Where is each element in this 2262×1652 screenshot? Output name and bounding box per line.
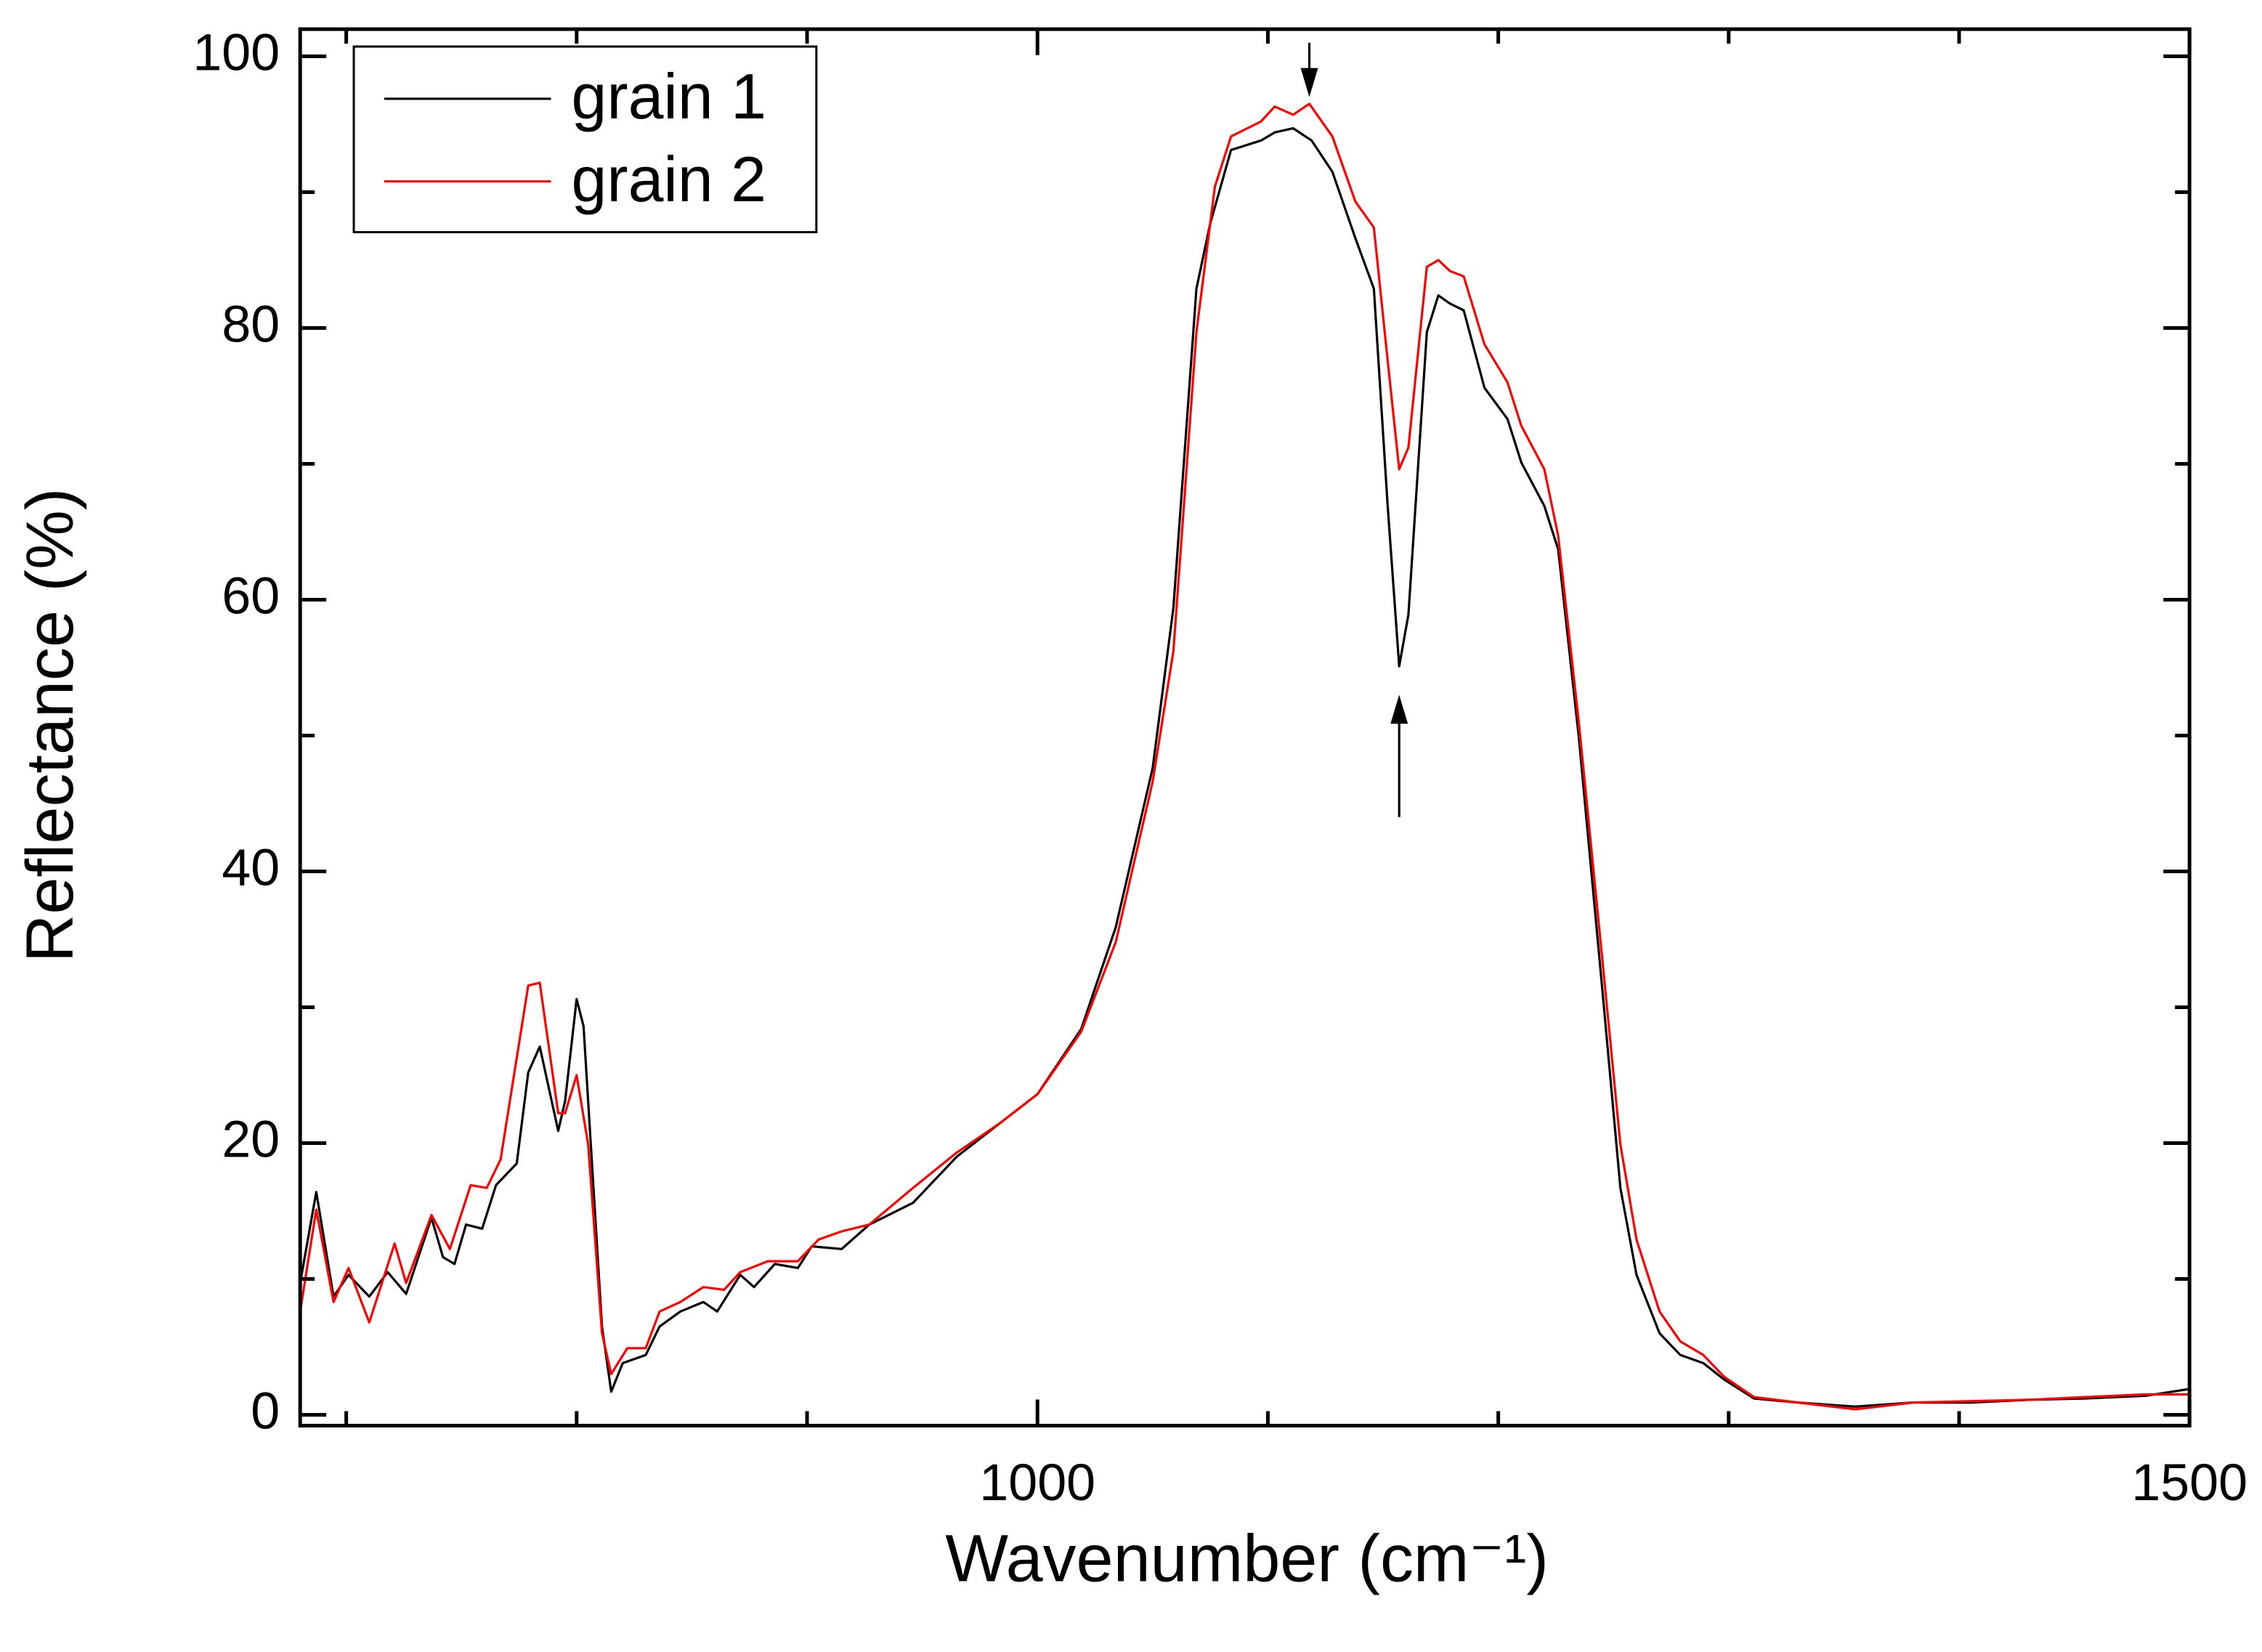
legend-label: grain 1 <box>571 60 766 132</box>
y-tick-label: 80 <box>222 295 280 353</box>
y-tick-label: 60 <box>222 567 280 625</box>
plot-frame <box>298 27 2192 1428</box>
y-tick-label: 100 <box>192 23 280 81</box>
annotation-arrow-head <box>1300 68 1318 97</box>
x-tick-label: 1000 <box>979 1454 1095 1512</box>
y-tick-label: 0 <box>251 1382 280 1440</box>
legend-label: grain 2 <box>571 143 766 215</box>
series-line <box>299 102 2190 1411</box>
y-axis-title: Reflectance (%) <box>13 488 87 963</box>
y-tick-label: 40 <box>222 838 280 896</box>
legend-box <box>352 45 818 234</box>
y-tick-label: 20 <box>222 1110 280 1168</box>
series-line <box>299 127 2190 1408</box>
annotation-arrow-head <box>1390 695 1408 724</box>
x-axis-title: Wavenumber (cm⁻¹) <box>945 1521 1549 1595</box>
x-tick-label: 1500 <box>2131 1454 2247 1512</box>
